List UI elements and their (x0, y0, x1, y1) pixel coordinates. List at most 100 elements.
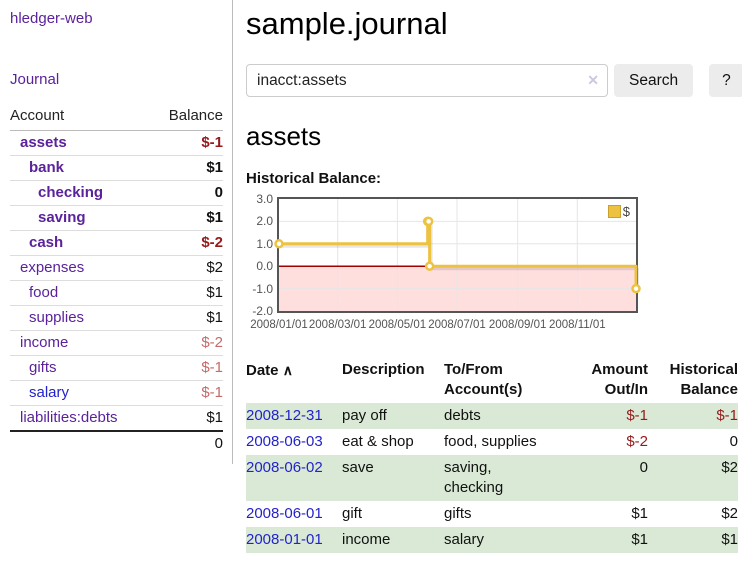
legend-swatch (607, 205, 621, 218)
account-link[interactable]: cash (29, 234, 64, 251)
account-balance-cell: 0 (151, 180, 223, 206)
account-balance: $1 (206, 209, 223, 226)
account-link[interactable]: saving (38, 209, 86, 226)
account-name-cell: saving (10, 205, 152, 231)
account-name-cell: liabilities:debts (10, 405, 152, 432)
account-link[interactable]: checking (38, 184, 104, 201)
accounts-total-row: 0 (10, 430, 223, 456)
transaction-amount-cell: $1 (570, 527, 648, 553)
transaction-amount: 0 (639, 459, 648, 476)
accounts-table-header: Account Balance (10, 104, 223, 131)
transaction-description: save (342, 459, 374, 476)
chart-legend: $ (605, 203, 632, 220)
account-link[interactable]: food (29, 284, 59, 301)
register-table: Date ∧ Description To/From Account(s) Am… (246, 357, 738, 553)
x-axis-label: 2008/03/01 (308, 319, 367, 331)
account-balance: $-1 (201, 384, 223, 401)
account-heading: assets (246, 121, 322, 151)
transaction-date-cell: 2008-06-02 (246, 455, 342, 501)
account-balance: $-1 (201, 359, 223, 376)
account-name-cell: food (10, 280, 152, 306)
x-axis-label: 2008/09/01 (488, 319, 547, 331)
search-box: ✕ (246, 64, 608, 97)
app-brand-link[interactable]: hledger-web (10, 10, 93, 27)
y-axis-label: -1.0 (252, 281, 273, 296)
y-axis-label: 1.0 (256, 236, 273, 251)
account-link[interactable]: salary (29, 384, 70, 401)
transaction-date-link[interactable]: 2008-01-01 (246, 531, 323, 548)
x-axis-label: 2008/01/01 (250, 319, 308, 331)
transaction-balance: 0 (729, 433, 738, 450)
transaction-accounts: debts (444, 407, 481, 424)
data-point-marker (631, 283, 641, 294)
transaction-date-link[interactable]: 2008-06-02 (246, 459, 323, 476)
account-balance: $2 (206, 259, 223, 276)
account-name-cell: bank (10, 155, 152, 181)
account-balance-cell: $1 (151, 155, 223, 181)
account-link[interactable]: expenses (20, 259, 85, 276)
account-link[interactable]: bank (29, 159, 65, 176)
account-balance: 0 (214, 184, 223, 201)
help-button[interactable]: ? (709, 64, 742, 97)
transaction-balance-cell: $1 (648, 527, 738, 553)
transaction-amount: $1 (631, 531, 648, 548)
amount-column-header: Amount Out/In (591, 361, 648, 398)
accounts-table: Account Balance assets $-1 bank $1 check… (10, 104, 223, 456)
transaction-accounts: food, supplies (444, 433, 537, 450)
transaction-row: 2008-06-01 gift gifts $1 $2 (246, 501, 738, 527)
account-balance-cell: $1 (151, 280, 223, 306)
historical-balance-chart: $ 3.0 2.0 1.0 0.0 -1.0 -2.0 2008/01/01 2008/03/… (246, 192, 738, 339)
sidebar-nav: Journal (10, 71, 222, 88)
data-point-marker (424, 261, 435, 271)
account-name-cell: cash (10, 230, 152, 256)
account-balance: $1 (206, 284, 223, 301)
account-link[interactable]: supplies (29, 309, 85, 326)
transaction-amount: $-2 (626, 433, 648, 450)
account-row: salary $-1 (10, 380, 223, 406)
account-row: food $1 (10, 280, 223, 306)
account-name-cell: income (10, 330, 152, 356)
account-link[interactable]: liabilities:debts (20, 409, 118, 426)
transaction-accounts: gifts (444, 505, 472, 522)
transaction-amount: $-1 (626, 407, 648, 424)
transaction-row: 2008-01-01 income salary $1 $1 (246, 527, 738, 553)
transaction-amount: $1 (631, 505, 648, 522)
clear-search-icon[interactable]: ✕ (587, 72, 599, 88)
date-column-header[interactable]: Date ∧ (246, 357, 342, 403)
account-row: expenses $2 (10, 255, 223, 281)
search-button[interactable]: Search (614, 64, 694, 97)
account-name-cell: salary (10, 380, 152, 406)
legend-label: $ (622, 204, 630, 219)
date-header-label: Date (246, 362, 279, 379)
account-balance-cell: $-2 (151, 230, 223, 256)
search-input[interactable] (246, 64, 608, 97)
sidebar: hledger-web Journal Account Balance asse… (0, 0, 233, 464)
transaction-description: gift (342, 505, 363, 522)
transaction-amount-cell: $-2 (570, 429, 648, 455)
account-link[interactable]: income (20, 334, 69, 351)
transaction-description: income (342, 531, 391, 548)
account-row: supplies $1 (10, 305, 223, 331)
transaction-date-link[interactable]: 2008-06-01 (246, 505, 323, 522)
account-name-cell: supplies (10, 305, 152, 331)
account-link[interactable]: gifts (29, 359, 57, 376)
transaction-balance: $2 (721, 459, 738, 476)
search-form: ✕ Search ? (246, 64, 742, 97)
transaction-row: 2008-06-02 save saving, checking 0 $2 (246, 455, 738, 501)
transaction-date-link[interactable]: 2008-12-31 (246, 407, 323, 424)
account-row: assets $-1 (10, 130, 223, 156)
account-row: income $-2 (10, 330, 223, 356)
chart-canvas (274, 199, 641, 311)
x-axis-label: 2008/05/01 (368, 319, 427, 331)
account-name-cell: gifts (10, 355, 152, 381)
transaction-date-cell: 2008-06-03 (246, 429, 342, 455)
account-balance-cell: $1 (151, 405, 223, 432)
transaction-date-link[interactable]: 2008-06-03 (246, 433, 323, 450)
account-name-cell: assets (10, 130, 152, 156)
transaction-amount-cell: $1 (570, 501, 648, 527)
nav-journal-link[interactable]: Journal (10, 71, 60, 88)
account-name-cell: checking (10, 180, 152, 206)
account-link[interactable]: assets (20, 134, 67, 151)
account-row: saving $1 (10, 205, 223, 231)
account-balance: $-2 (201, 234, 223, 251)
